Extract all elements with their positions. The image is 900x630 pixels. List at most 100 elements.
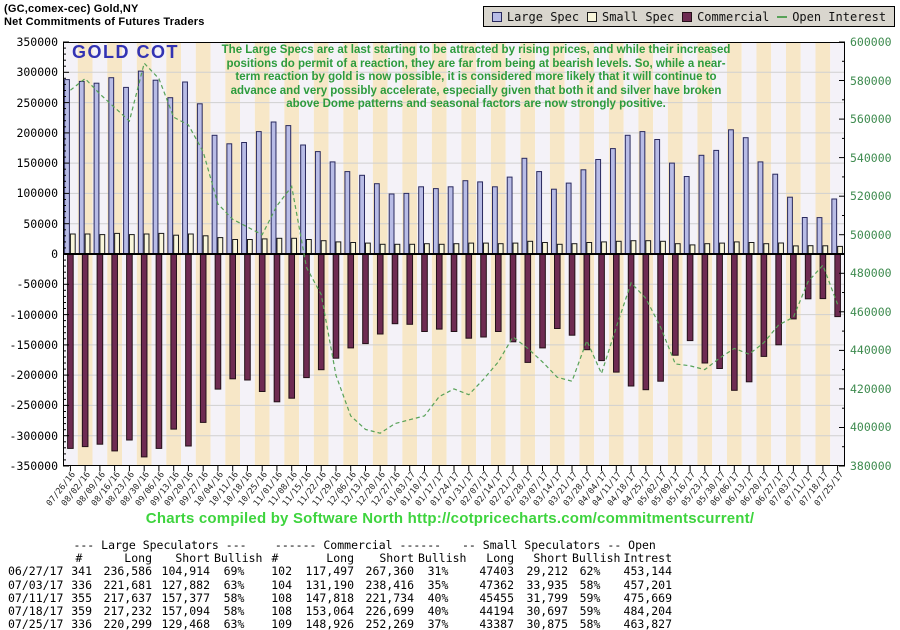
large-spec-bar: [580, 169, 587, 255]
left-axis-tick-label: 300000: [16, 65, 58, 80]
table-cell-value: 252,269: [365, 617, 414, 630]
table-cell-value: 129,468: [161, 617, 210, 630]
right-axis-tick-label: 440000: [850, 343, 892, 358]
large-spec-bar: [226, 143, 233, 255]
analyst-annotation: The Large Specs are at last starting to …: [138, 44, 814, 112]
commercial-bar: [96, 253, 104, 445]
legend-label-large-spec: Large Spec: [506, 9, 580, 24]
table-cell-value: 463,827: [623, 617, 672, 630]
small-spec-bar: [350, 242, 357, 255]
commercial-bar: [214, 253, 222, 390]
table-cell-value: 148,926: [305, 617, 354, 630]
small-spec-bar: [187, 233, 194, 255]
commercial-bar: [834, 253, 841, 318]
table-row-date: 07/11/17: [8, 590, 64, 605]
small-spec-bar: [615, 240, 622, 255]
table-cell-value: 336: [71, 617, 92, 630]
commercial-bar: [111, 253, 118, 452]
large-spec-bar: [329, 161, 336, 255]
large-spec-bar: [831, 198, 838, 255]
annotation-line: term reaction by gold is now possible, i…: [235, 71, 717, 84]
small-spec-bar: [719, 242, 725, 255]
large-spec-bar: [728, 129, 734, 255]
large-spec-bar: [521, 157, 528, 255]
table-cell-value: 267,360: [365, 564, 414, 579]
annotation-line: positions do permit of a reaction, they …: [226, 57, 726, 70]
commercial-bar: [539, 253, 546, 349]
chart-watermark-label: GOLD COT: [72, 42, 179, 62]
table-cell-value: 102: [271, 564, 292, 579]
annotation-line: advance and very possibly accelerate, es…: [230, 84, 722, 97]
table-column-header: Short: [175, 551, 210, 566]
commercial-bar: [170, 253, 177, 430]
table-column-header: Bullish: [214, 551, 263, 566]
table-cell-value: 108: [271, 590, 292, 605]
large-spec-bar: [595, 159, 602, 255]
right-axis-tick-label: 520000: [850, 189, 892, 204]
commercial-bar: [140, 253, 148, 458]
large-spec-bar: [462, 180, 469, 255]
table-cell-value: 37%: [427, 617, 449, 630]
table-cell-value: 238,416: [365, 577, 414, 592]
table-cell-value: 217,637: [103, 590, 152, 605]
commercial-bar: [480, 253, 487, 338]
small-spec-bar: [527, 240, 534, 255]
small-spec-bar: [497, 243, 504, 255]
commercial-bar: [421, 253, 428, 332]
table-cell-value: 63%: [223, 577, 245, 592]
table-cell-value: 40%: [427, 604, 449, 619]
commercial-bar: [642, 253, 650, 391]
commercial-bar: [775, 253, 782, 346]
table-cell-value: 62%: [579, 564, 601, 579]
table-cell-value: 221,681: [103, 577, 152, 592]
commercial-bar: [819, 253, 827, 300]
small-spec-bar: [276, 237, 283, 255]
table-cell-value: 226,699: [365, 604, 414, 619]
legend-item-small-spec: Small Spec: [586, 10, 674, 24]
commercial-bar: [406, 253, 414, 325]
commercial-bar: [258, 253, 266, 392]
small-spec-bar: [320, 240, 327, 255]
large-spec-bar: [787, 196, 793, 255]
left-axis-tick-label: -350000: [9, 459, 58, 473]
large-spec-bar: [211, 134, 218, 255]
commercial-swatch-icon: [682, 11, 693, 22]
table-cell-value: 221,734: [365, 590, 414, 605]
commercial-bar: [760, 253, 768, 357]
small-spec-bar: [379, 243, 386, 255]
table-cell-value: 30,697: [526, 604, 568, 619]
table-cell-value: 29,212: [526, 564, 568, 579]
small-spec-bar: [556, 243, 563, 255]
small-spec-bar: [69, 233, 76, 255]
source-credit-link[interactable]: Charts compiled by Software North http:/…: [145, 510, 755, 527]
table-group-header-open: Open: [628, 538, 656, 552]
table-cell-value: 43387: [479, 617, 514, 630]
right-axis-tick-label: 560000: [850, 112, 892, 127]
table-row-date: 07/25/17: [8, 617, 64, 630]
table-row-date: 07/03/17: [8, 577, 64, 592]
table-cell-value: 109: [271, 617, 292, 630]
large-spec-bar: [196, 103, 203, 255]
large-spec-bar: [639, 131, 646, 255]
large-spec-bar: [698, 154, 705, 255]
left-axis-tick-label: -200000: [9, 368, 58, 383]
small-spec-swatch-icon: [586, 11, 597, 22]
large-spec-bar: [772, 173, 779, 255]
commercial-bar: [701, 253, 709, 364]
large-spec-bar: [491, 186, 498, 255]
small-spec-bar: [586, 242, 593, 255]
table-cell-value: 217,232: [103, 604, 152, 619]
table-cell-value: 157,377: [161, 590, 210, 605]
left-axis-tick-label: 50000: [23, 216, 58, 231]
small-spec-bars: [69, 232, 843, 255]
table-column-header: Long: [486, 551, 514, 566]
table-cell-value: 47403: [479, 564, 514, 579]
large-spec-bar: [388, 193, 395, 255]
table-cell-value: 157,094: [161, 604, 210, 619]
left-axis-tick-label: -50000: [16, 277, 58, 292]
table-column-header: Bullish: [418, 551, 467, 566]
commercial-bar: [391, 253, 399, 325]
large-spec-bar: [167, 97, 174, 255]
table-cell-value: 236,586: [103, 564, 152, 579]
table-cell-value: 59%: [579, 604, 601, 619]
